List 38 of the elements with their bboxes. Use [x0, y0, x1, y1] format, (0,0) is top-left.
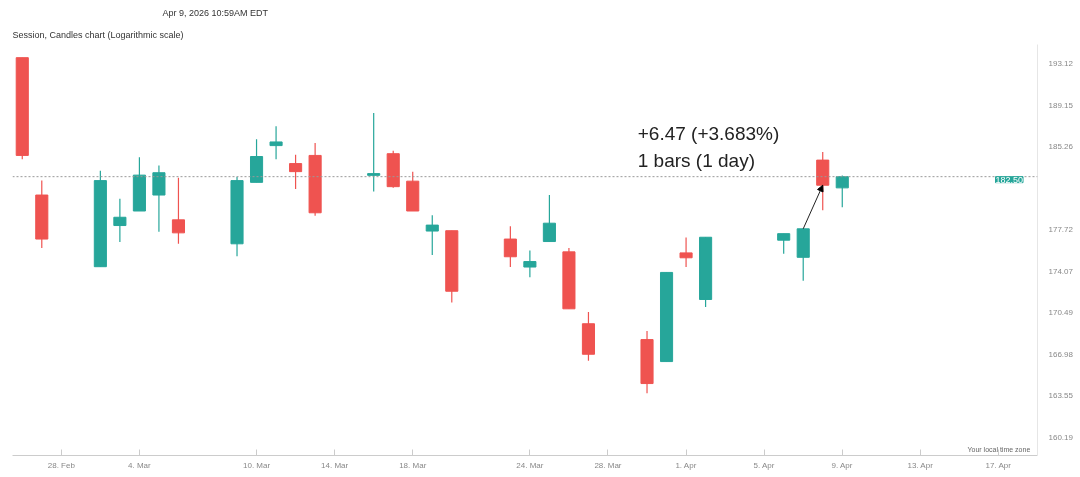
- y-tick-label: 166.98: [1048, 349, 1074, 359]
- candlestick: [425, 214, 439, 256]
- x-tick-label: 4. Mar: [128, 460, 152, 470]
- candlestick: [777, 233, 791, 255]
- candlestick: [171, 177, 185, 245]
- candlestick: [367, 112, 381, 193]
- y-tick-label: 174.07: [1048, 266, 1074, 276]
- x-tick-label: 1. Apr: [675, 460, 697, 470]
- y-tick-label: 193.12: [1048, 59, 1074, 69]
- candlestick: [269, 125, 283, 160]
- annotation: +6.47 (+3.683%) 1 bars (1 day): [637, 122, 780, 172]
- x-tick-label: 28. Feb: [47, 460, 76, 470]
- candlestick: [542, 194, 556, 243]
- y-tick-label: 163.55: [1048, 391, 1074, 401]
- candlestick: [835, 174, 849, 208]
- chart-title: Apr 9, 2026 10:59AM EDT: [162, 7, 269, 18]
- y-tick-label: 185.26: [1048, 142, 1074, 152]
- x-tick-label: 10. Mar: [242, 460, 271, 470]
- candlestick: [523, 249, 537, 278]
- candlestick: [113, 198, 127, 243]
- x-tick-label: 18. Mar: [399, 460, 427, 470]
- x-tick-label: 14. Mar: [321, 460, 349, 470]
- x-tick-label: 9. Apr: [831, 460, 853, 470]
- x-tick-label: 17. Apr: [985, 460, 1012, 470]
- ref-line-label: 182.50: [995, 174, 1024, 185]
- x-tick-label: 13. Apr: [907, 460, 934, 470]
- chart-subtitle: Session, Candles chart (Logarithmic scale): [12, 29, 184, 40]
- x-tick-label: 24. Mar: [516, 460, 544, 470]
- candlestick: [289, 154, 303, 190]
- y-tick-label: 189.15: [1048, 100, 1074, 110]
- y-tick-label: 160.19: [1048, 432, 1074, 442]
- candlestick: [503, 225, 517, 268]
- x-tick-label: 28. Mar: [594, 460, 622, 470]
- y-tick-label: 177.72: [1048, 225, 1074, 235]
- x-tick-label: 5. Apr: [753, 460, 775, 470]
- candlestick: [679, 236, 693, 268]
- candlestick: [152, 164, 166, 233]
- y-tick-label: 170.49: [1048, 308, 1074, 318]
